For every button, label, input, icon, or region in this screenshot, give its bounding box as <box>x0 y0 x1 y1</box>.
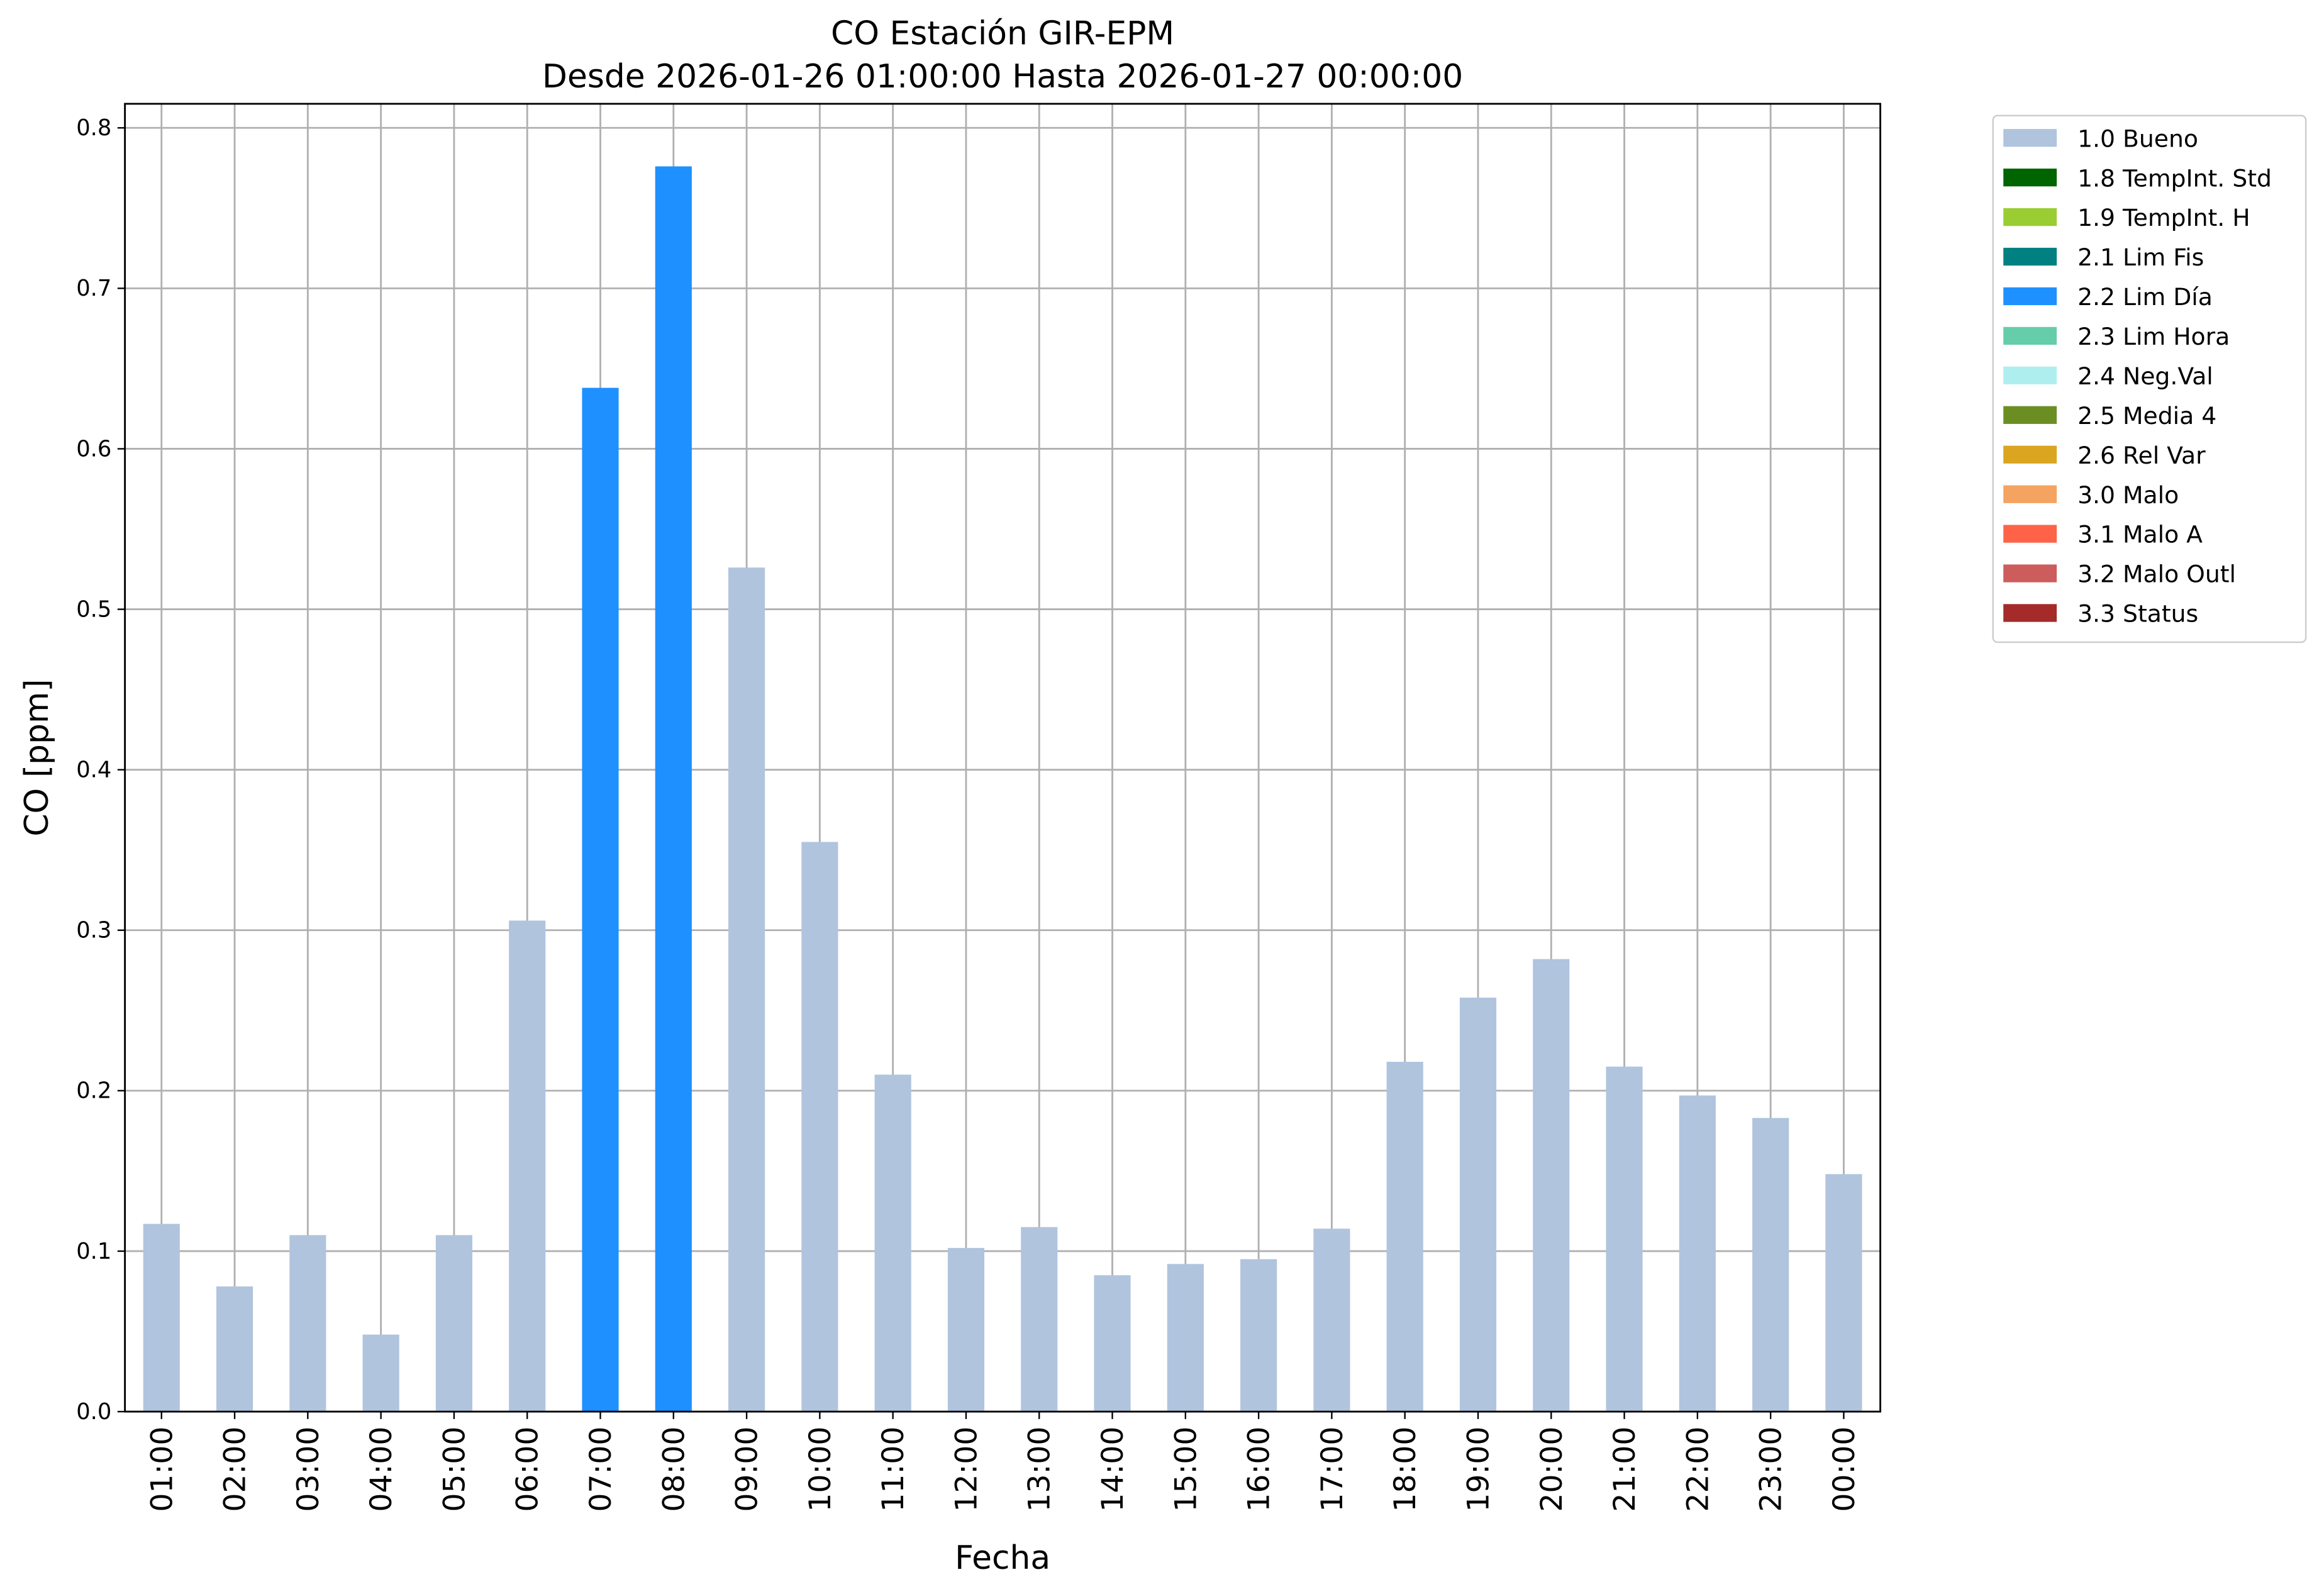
y-tick-label: 0.1 <box>76 1239 111 1264</box>
bar <box>1752 1118 1789 1412</box>
x-tick-label: 21:00 <box>1608 1427 1642 1512</box>
y-tick-label: 0.4 <box>76 757 111 783</box>
x-tick-label: 05:00 <box>437 1427 472 1512</box>
legend-label: 3.0 Malo <box>2077 481 2179 509</box>
bar <box>143 1223 180 1412</box>
legend-swatch <box>2003 129 2057 147</box>
x-tick-label: 09:00 <box>730 1427 765 1512</box>
x-tick-label: 23:00 <box>1754 1427 1789 1512</box>
plot-frame <box>124 103 1881 1413</box>
bar <box>655 166 692 1412</box>
bar <box>728 567 765 1412</box>
bar <box>1021 1227 1058 1412</box>
bar <box>1386 1061 1423 1412</box>
legend-label: 3.3 Status <box>2077 600 2198 628</box>
axes: 0.0 0.1 0.2 0.3 0.4 0.5 0.6 0.7 0.8 01:00 02:00 03:… <box>76 103 1881 1512</box>
x-tick-label: 16:00 <box>1242 1427 1277 1512</box>
legend-label: 2.2 Lim Día <box>2077 283 2213 311</box>
x-tick-label: 07:00 <box>584 1427 618 1512</box>
legend-label: 1.8 TempInt. Std <box>2077 164 2272 192</box>
legend: 1.0 Bueno 1.8 TempInt. Std 1.9 TempInt. H 2… <box>1992 114 2307 644</box>
x-tick-label: 04:00 <box>364 1427 399 1512</box>
bar <box>947 1247 985 1412</box>
legend-swatch <box>2003 208 2057 226</box>
bar <box>435 1235 473 1412</box>
chart-subtitle: Desde 2026-01-26 01:00:00 Hasta 2026-01-… <box>542 58 1463 96</box>
x-tick-label: 08:00 <box>657 1427 691 1512</box>
bar <box>1313 1229 1350 1412</box>
chart-title: CO Estación GIR-EPM <box>831 15 1174 53</box>
y-tick-label: 0.0 <box>76 1399 111 1425</box>
x-tick-label: 10:00 <box>803 1427 838 1512</box>
bar <box>582 387 619 1412</box>
legend-frame <box>1992 114 2307 644</box>
legend-swatch <box>2003 525 2057 543</box>
legend-label: 3.1 Malo A <box>2077 521 2203 549</box>
x-tick-label: 18:00 <box>1388 1427 1423 1512</box>
legend-label: 2.1 Lim Fis <box>2077 243 2204 271</box>
y-tick-label: 0.3 <box>76 918 111 944</box>
bar <box>874 1074 911 1412</box>
legend-label: 2.4 Neg.Val <box>2077 362 2213 390</box>
legend-swatch <box>2003 366 2057 384</box>
bar <box>1825 1174 1862 1412</box>
legend-label: 1.0 Bueno <box>2077 125 2198 152</box>
bar <box>1533 959 1570 1412</box>
legend-swatch <box>2003 247 2057 266</box>
y-tick-label: 0.7 <box>76 276 111 301</box>
x-tick-label: 02:00 <box>218 1427 253 1512</box>
y-tick-label: 0.6 <box>76 436 111 462</box>
y-axis-label: CO [ppm] <box>18 679 56 836</box>
legend-swatch <box>2003 287 2057 306</box>
bar <box>289 1235 326 1412</box>
legend-swatch <box>2003 604 2057 622</box>
legend-swatch <box>2003 564 2057 582</box>
x-tick-label: 06:00 <box>511 1427 545 1512</box>
legend-swatch <box>2003 406 2057 424</box>
legend-swatch <box>2003 445 2057 464</box>
x-tick-label: 12:00 <box>949 1427 984 1512</box>
x-tick-label: 03:00 <box>291 1427 326 1512</box>
legend-swatch <box>2003 326 2057 345</box>
legend-label: 2.3 Lim Hora <box>2077 323 2230 350</box>
legend-label: 3.2 Malo Outl <box>2077 560 2236 588</box>
legend-label: 1.9 TempInt. H <box>2077 204 2250 231</box>
y-tick-label: 0.5 <box>76 596 111 622</box>
x-tick-label: 17:00 <box>1315 1427 1350 1512</box>
x-tick-label: 15:00 <box>1169 1427 1203 1512</box>
legend-swatch <box>2003 485 2057 503</box>
x-axis-label: Fecha <box>955 1539 1050 1577</box>
x-tick-label: 19:00 <box>1461 1427 1496 1512</box>
bar <box>801 842 838 1412</box>
bar <box>362 1334 399 1412</box>
legend-label: 2.5 Media 4 <box>2077 402 2216 430</box>
x-tick-label: 22:00 <box>1681 1427 1715 1512</box>
bar <box>509 920 546 1412</box>
x-tick-label: 00:00 <box>1827 1427 1862 1512</box>
bar <box>1167 1264 1204 1412</box>
bar <box>1459 997 1497 1412</box>
x-tick-label: 01:00 <box>145 1427 179 1512</box>
x-tick-label: 14:00 <box>1096 1427 1130 1512</box>
x-tick-label: 13:00 <box>1023 1427 1057 1512</box>
bar <box>1679 1095 1716 1412</box>
legend-swatch <box>2003 169 2057 187</box>
legend-label: 2.6 Rel Var <box>2077 442 2206 469</box>
y-tick-label: 0.8 <box>76 115 111 141</box>
x-tick-label: 11:00 <box>876 1427 911 1512</box>
bars <box>143 166 1862 1412</box>
bar <box>1240 1259 1277 1412</box>
bar <box>216 1286 253 1412</box>
bar <box>1606 1066 1643 1412</box>
x-tick-label: 20:00 <box>1535 1427 1569 1512</box>
y-tick-label: 0.2 <box>76 1078 111 1104</box>
bar <box>1094 1275 1131 1412</box>
